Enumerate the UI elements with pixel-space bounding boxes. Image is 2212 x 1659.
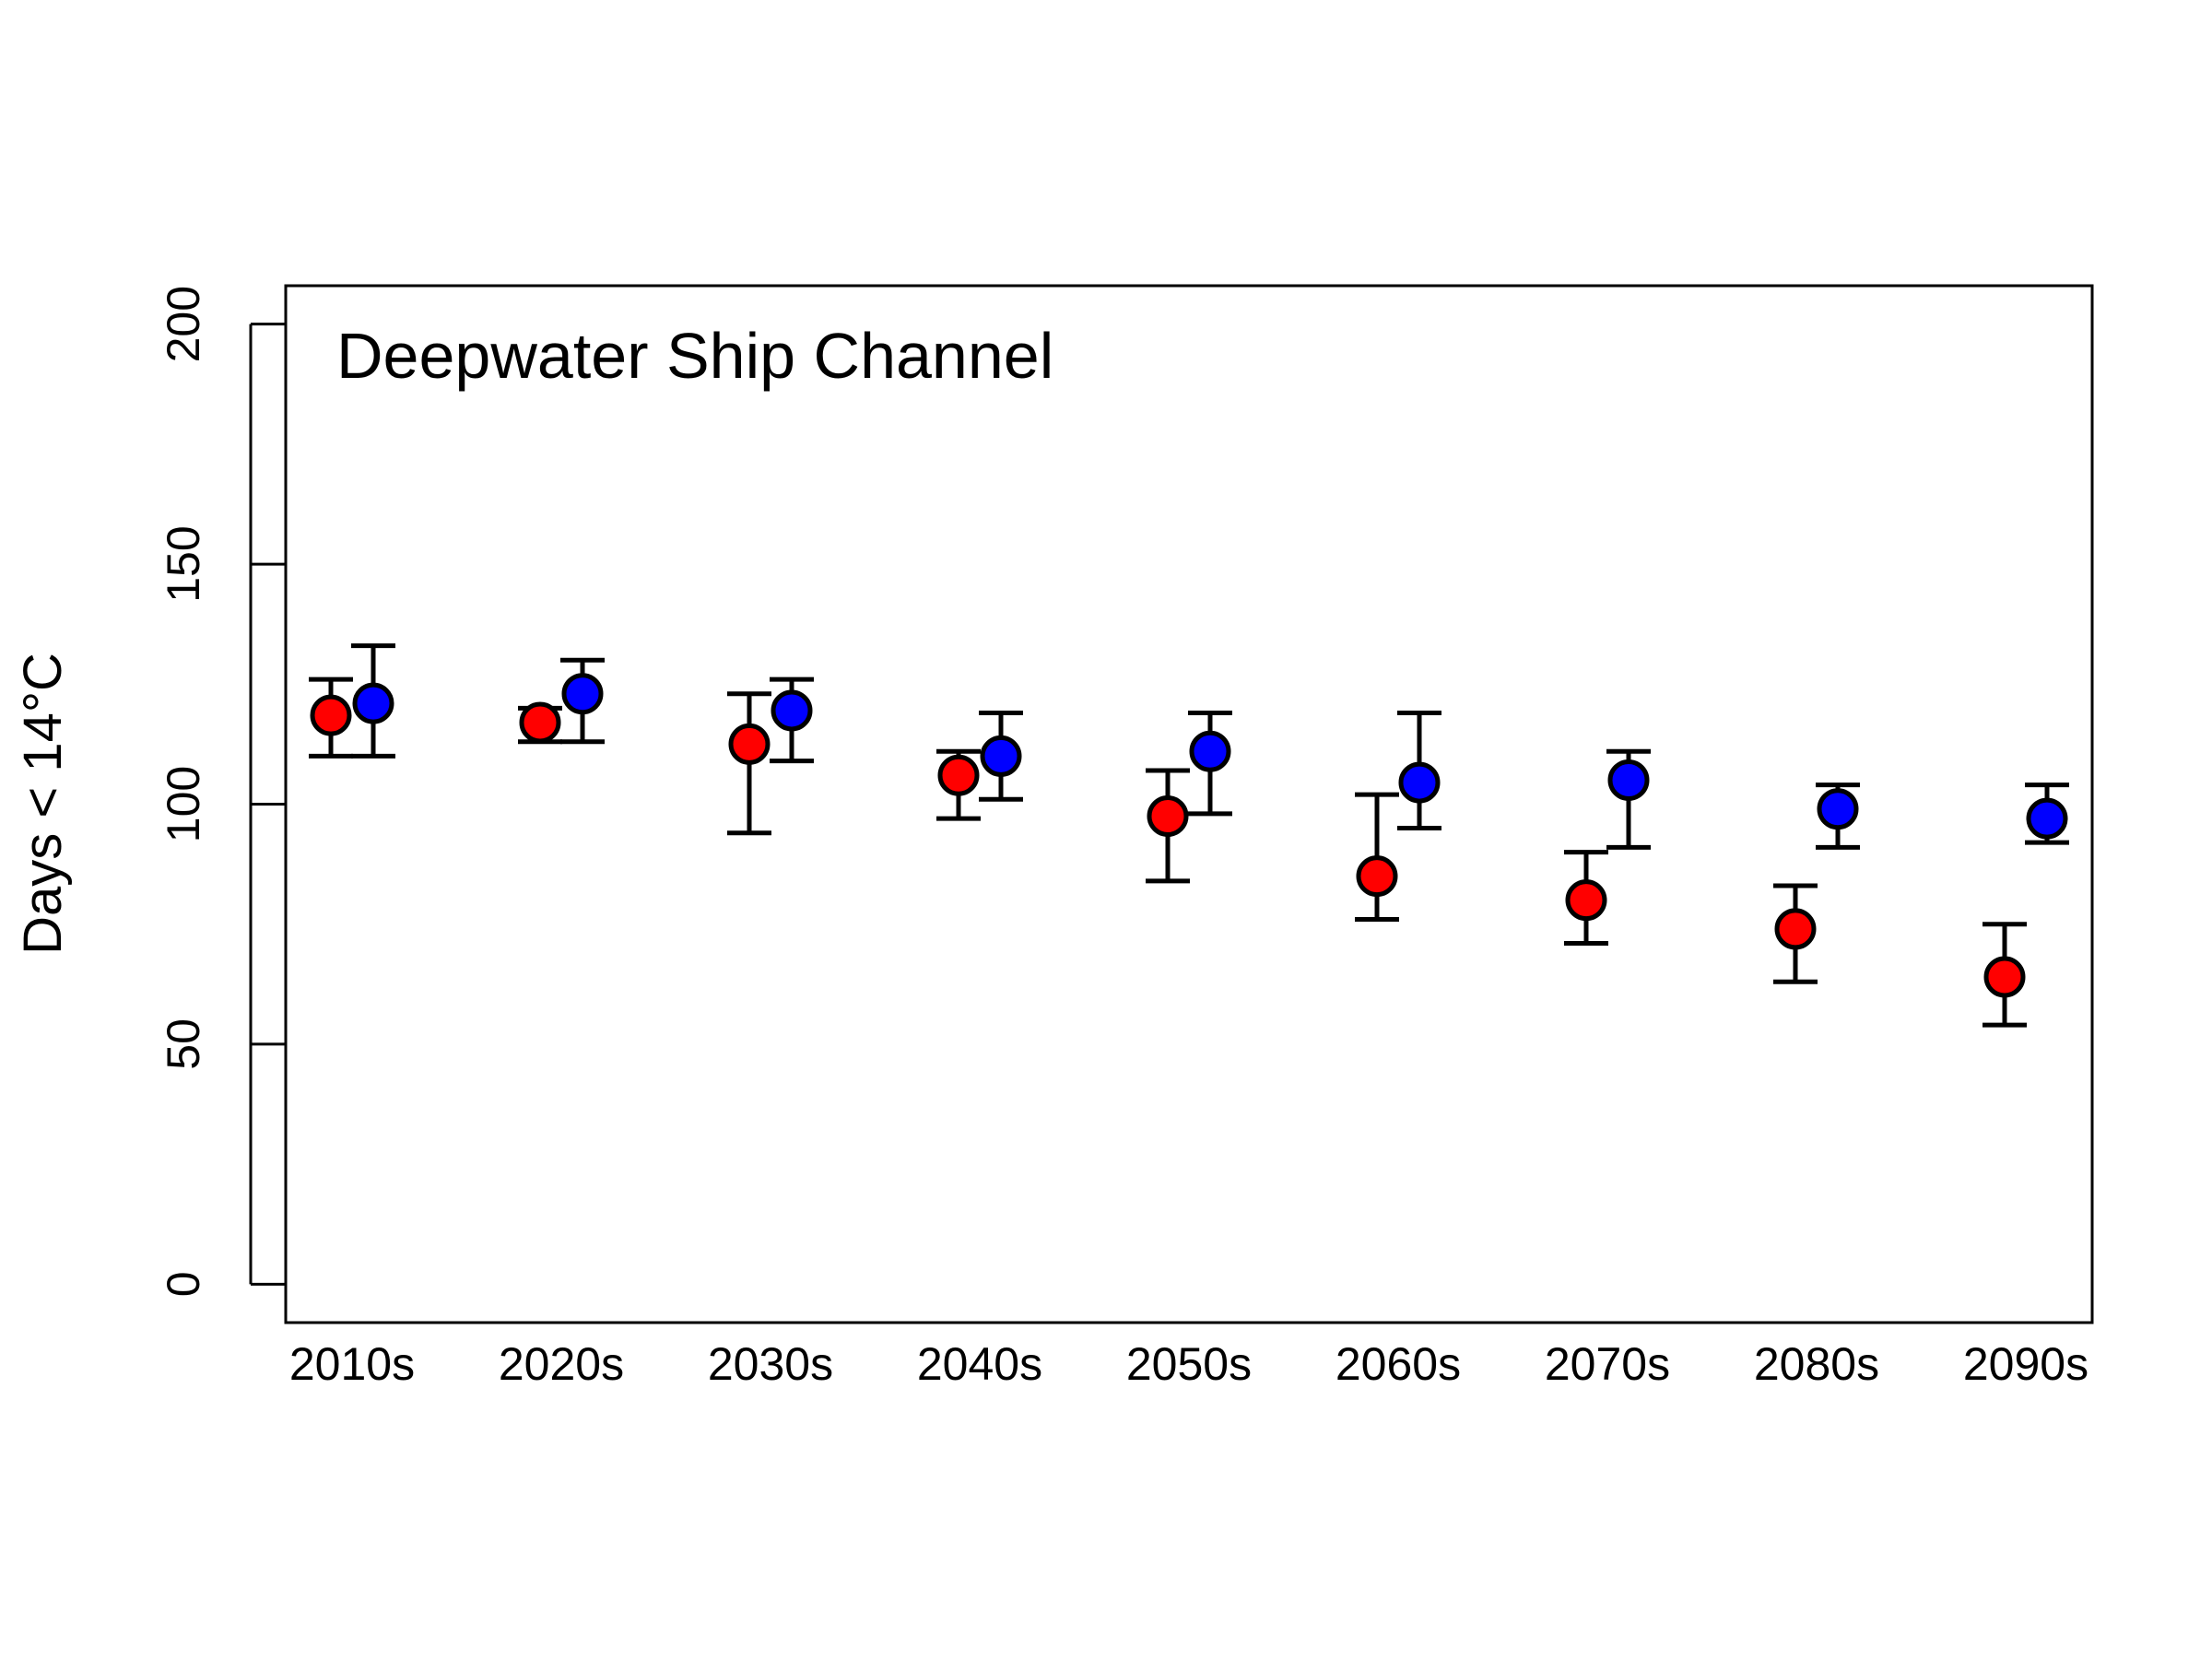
data-point: [980, 735, 1022, 777]
y-axis: 0 50 100 150 200: [158, 286, 286, 1297]
data-point: [1607, 759, 1650, 801]
y-tick-label: 150: [158, 525, 209, 602]
x-tick-label: 2030s: [708, 1338, 833, 1390]
data-marks: [309, 643, 2069, 1028]
x-tick-label: 2040s: [917, 1338, 1042, 1390]
data-point: [1774, 908, 1817, 950]
y-tick-label: 50: [158, 1018, 209, 1070]
data-point: [937, 754, 980, 796]
data-point: [1189, 730, 1231, 772]
data-point: [2026, 797, 2068, 840]
y-axis-label: Days < 14°C: [13, 653, 73, 955]
data-point: [1398, 761, 1441, 804]
x-tick-label: 2080s: [1754, 1338, 1879, 1390]
data-point: [1817, 788, 1859, 830]
data-point: [310, 694, 352, 736]
data-point: [561, 673, 604, 715]
data-point: [519, 701, 561, 744]
chart-annotation: Deepwater Ship Channel: [336, 320, 1053, 392]
data-point: [1565, 879, 1607, 922]
x-tick-label: 2010s: [289, 1338, 415, 1390]
data-point: [352, 682, 394, 724]
x-tick-label: 2020s: [499, 1338, 624, 1390]
y-tick-label: 100: [158, 766, 209, 842]
x-tick-label: 2060s: [1335, 1338, 1461, 1390]
data-point: [771, 689, 813, 732]
x-tick-label: 2050s: [1126, 1338, 1252, 1390]
y-tick-label: 0: [158, 1271, 209, 1297]
x-axis: 2010s 2020s 2030s 2040s 2050s 2060s 2070s 2080s…: [289, 1338, 2088, 1390]
data-point: [728, 723, 771, 765]
data-point: [1983, 956, 2026, 998]
data-point: [1356, 855, 1398, 898]
x-tick-label: 2070s: [1545, 1338, 1670, 1390]
data-point: [1147, 795, 1189, 838]
x-tick-label: 2090s: [1963, 1338, 2088, 1390]
y-tick-label: 200: [158, 286, 209, 362]
